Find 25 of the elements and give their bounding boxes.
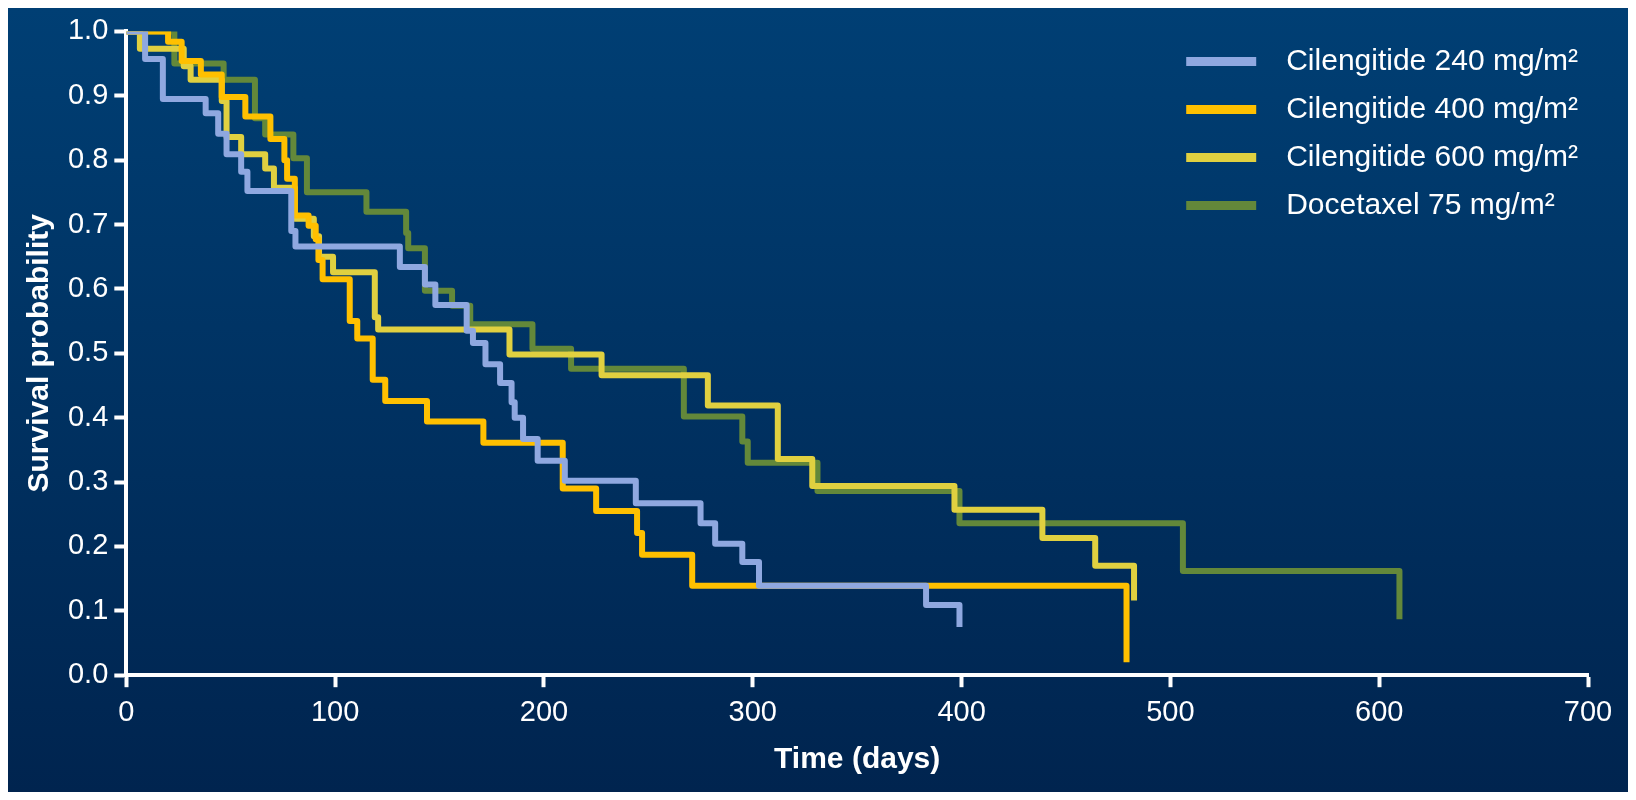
y-axis-title: Survival probability bbox=[21, 213, 55, 493]
x-tick-label: 400 bbox=[937, 694, 986, 727]
x-tick-label: 700 bbox=[1563, 694, 1613, 727]
y-tick-label: 0.6 bbox=[67, 270, 109, 303]
y-tick-label: 0.1 bbox=[67, 592, 109, 625]
y-tick-label: 0.4 bbox=[67, 399, 109, 432]
x-tick-label: 500 bbox=[1146, 694, 1195, 727]
legend-label: Docetaxel 75 mg/m² bbox=[1286, 186, 1555, 220]
legend-label: Cilengitide 600 mg/m² bbox=[1286, 138, 1579, 172]
legend-label: Cilengitide 240 mg/m² bbox=[1286, 42, 1579, 76]
y-tick-label: 0.9 bbox=[67, 77, 109, 110]
y-tick-label: 1.0 bbox=[67, 13, 109, 46]
y-tick-label: 0.8 bbox=[67, 142, 109, 175]
x-tick-label: 0 bbox=[118, 694, 135, 727]
x-tick-label: 600 bbox=[1354, 694, 1404, 727]
y-tick-label: 0.5 bbox=[67, 335, 109, 368]
x-tick-label: 200 bbox=[519, 694, 569, 727]
y-tick-label: 0.2 bbox=[67, 528, 109, 561]
y-tick-label: 0.3 bbox=[67, 464, 109, 497]
y-tick-label: 0.7 bbox=[67, 206, 109, 239]
x-tick-label: 100 bbox=[310, 694, 360, 727]
x-axis-title: Time (days) bbox=[774, 741, 941, 775]
x-tick-label: 300 bbox=[728, 694, 777, 727]
legend-label: Cilengitide 400 mg/m² bbox=[1286, 90, 1579, 124]
y-tick-label: 0.0 bbox=[67, 657, 109, 690]
